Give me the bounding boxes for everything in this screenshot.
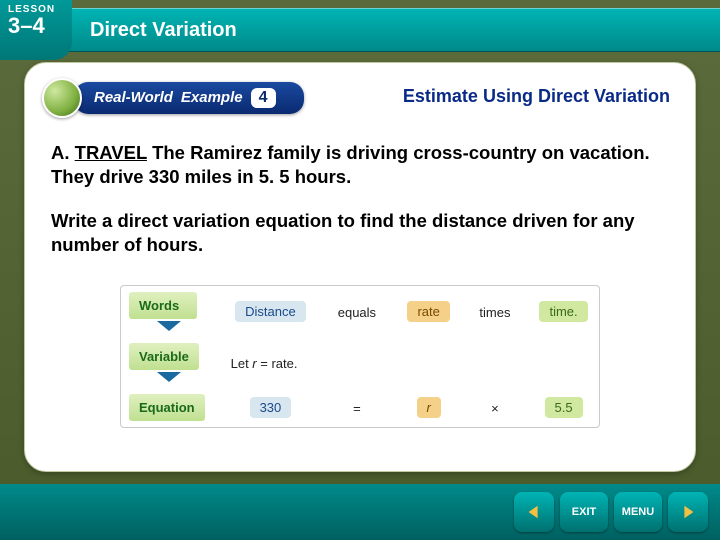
top-bar: Direct Variation — [0, 8, 720, 52]
words-distance: Distance — [235, 301, 306, 322]
menu-button[interactable]: MENU — [614, 492, 662, 532]
problem-prompt: Write a direct variation equation to fin… — [51, 209, 669, 257]
equation-rate: r — [417, 397, 441, 418]
equation-distance: 330 — [250, 397, 292, 418]
problem-statement: A. TRAVEL The Ramirez family is driving … — [51, 141, 669, 189]
equation-time: 5.5 — [545, 397, 583, 418]
problem-part: A. — [51, 142, 70, 163]
equation-breakdown: Words Distance equals rate times time. V… — [120, 285, 600, 428]
example-word: Example — [181, 89, 243, 106]
row-label-words: Words — [129, 292, 197, 319]
problem-category: TRAVEL — [75, 142, 147, 163]
example-title: Estimate Using Direct Variation — [403, 86, 670, 107]
words-row: Words Distance equals rate times time. — [121, 286, 599, 337]
example-prefix: Real-World — [94, 89, 173, 106]
row-label-variable: Variable — [129, 343, 199, 370]
example-number: 4 — [251, 88, 276, 108]
content-card: A. TRAVEL The Ramirez family is driving … — [24, 62, 696, 472]
next-button[interactable] — [668, 492, 708, 532]
words-time: time. — [539, 301, 587, 322]
menu-label: MENU — [622, 506, 654, 518]
words-times: times — [479, 305, 510, 320]
variable-rest: = rate. — [257, 356, 298, 371]
row-label-equation: Equation — [129, 394, 205, 421]
chevron-down-icon — [157, 372, 181, 382]
prev-button[interactable] — [514, 492, 554, 532]
exit-button[interactable]: EXIT — [560, 492, 608, 532]
exit-label: EXIT — [572, 506, 596, 518]
equation-times: × — [491, 401, 499, 416]
bottom-nav: EXIT MENU — [514, 492, 708, 532]
arrow-left-icon — [525, 503, 543, 521]
lesson-tab: LESSON 3–4 — [0, 0, 72, 60]
chevron-down-icon — [157, 321, 181, 331]
arrow-right-icon — [679, 503, 697, 521]
words-equals: equals — [338, 305, 376, 320]
variable-row: Variable Let r = rate. — [121, 337, 599, 388]
example-pill: Real-World Example 4 — [74, 82, 304, 114]
words-rate: rate — [407, 301, 449, 322]
globe-icon — [42, 78, 82, 118]
variable-let: Let — [231, 356, 253, 371]
example-badge: Real-World Example 4 — [42, 78, 304, 118]
lesson-number: 3–4 — [8, 13, 64, 39]
equation-equals: = — [353, 401, 361, 416]
lesson-title: Direct Variation — [90, 19, 237, 42]
equation-row: Equation 330 = r × 5.5 — [121, 388, 599, 427]
